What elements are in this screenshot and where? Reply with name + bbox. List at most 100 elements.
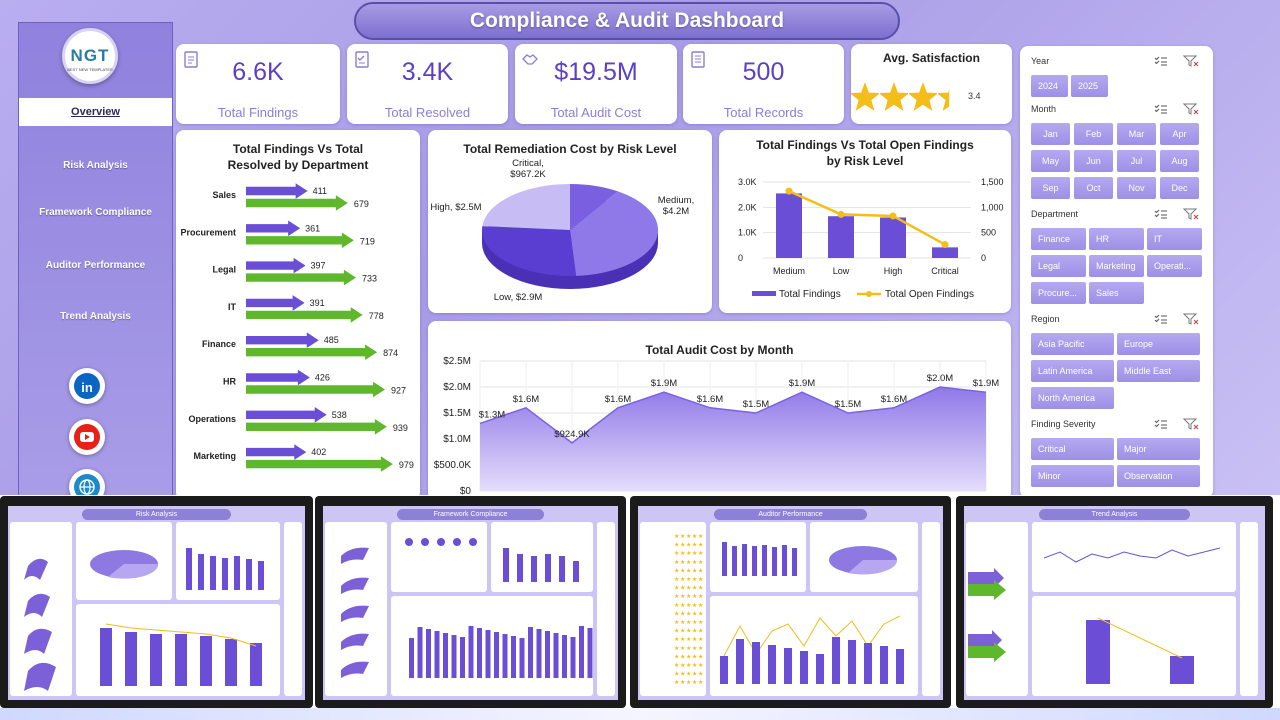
svg-text:★: ★ (686, 542, 691, 549)
clear-filter-icon[interactable] (1183, 103, 1199, 115)
data-label: 927 (391, 386, 406, 396)
clear-filter-icon[interactable] (1183, 313, 1199, 325)
svg-text:★: ★ (680, 610, 685, 617)
svg-text:★: ★ (686, 662, 691, 669)
slicer-item-finding-severity[interactable]: Observation (1117, 465, 1200, 487)
clipboard-icon (184, 51, 198, 68)
nav-framework-compliance[interactable]: Framework Compliance (39, 207, 152, 218)
findings-bar (932, 247, 958, 258)
slicer-item-department[interactable]: Sales (1089, 282, 1144, 304)
slicer-item-month[interactable]: May (1031, 150, 1070, 172)
findings-bar (246, 444, 307, 460)
svg-text:★: ★ (692, 559, 697, 566)
slicer-item-department[interactable]: Procure... (1031, 282, 1086, 304)
svg-text:★: ★ (680, 653, 685, 660)
y-tick-label: $2.0M (443, 382, 471, 393)
clear-filter-icon[interactable] (1183, 208, 1199, 220)
resolved-bar (246, 269, 356, 286)
slicer-item-month[interactable]: Dec (1160, 177, 1199, 199)
thumbnail-auditor-performance[interactable]: Auditor Performance ★ ★ ★ ★ ★ ★ ★ ★ ★ ★ ★ ★ ★ ★ ★ ★ ★ ★ ★ ★… (630, 496, 951, 708)
svg-text:★: ★ (686, 610, 691, 617)
logo-subtext: BEST NEW TEMPLATES (67, 67, 113, 72)
slicer-item-month[interactable]: Jul (1117, 150, 1156, 172)
kpi-value: 3.4K (401, 58, 454, 86)
logo: NGT BEST NEW TEMPLATES (62, 28, 118, 84)
slicer-item-region[interactable]: North America (1031, 387, 1114, 409)
resolved-bar (246, 381, 386, 398)
slicer-item-department[interactable]: Operati... (1147, 255, 1202, 277)
slicer-item-month[interactable]: Feb (1074, 123, 1113, 145)
kpi-value: 500 (742, 58, 785, 86)
svg-text:★: ★ (692, 550, 697, 557)
slicer-item-region[interactable]: Europe (1117, 333, 1200, 355)
slicer-item-finding-severity[interactable]: Minor (1031, 465, 1114, 487)
linkedin-icon[interactable]: in (69, 368, 105, 404)
svg-text:★: ★ (698, 550, 703, 557)
svg-text:★: ★ (674, 662, 679, 669)
thumbnail-trend-analysis[interactable]: Trend Analysis (956, 496, 1273, 708)
svg-text:★: ★ (686, 602, 691, 609)
chart-title: Total Findings Vs Total Open Findings by… (756, 138, 974, 168)
multi-select-icon[interactable] (1154, 209, 1168, 219)
kpi-card-total-audit-cost: $19.5M Total Audit Cost (515, 44, 677, 124)
slicer-item-region[interactable]: Middle East (1117, 360, 1200, 382)
thumbnail-title: Risk Analysis (82, 509, 231, 520)
open-findings-point (837, 210, 845, 218)
slicer-item-region[interactable]: Asia Pacific (1031, 333, 1114, 355)
sidebar: NGT BEST NEW TEMPLATES Overview Risk Ana… (18, 22, 173, 495)
nav-risk-analysis[interactable]: Risk Analysis (63, 160, 128, 171)
slicer-item-region[interactable]: Latin America (1031, 360, 1114, 382)
star-rating (851, 82, 950, 111)
svg-text:★: ★ (674, 602, 679, 609)
slicer-item-department[interactable]: HR (1089, 228, 1144, 250)
thumbnail-title: Auditor Performance (714, 509, 867, 520)
data-label: $1.6M (881, 394, 907, 405)
chart-findings-vs-resolved-dept: Total Findings Vs Total Resolved by Depa… (176, 130, 420, 495)
pie-slice (570, 184, 618, 230)
thumbnail-risk-analysis[interactable]: Risk Analysis (0, 496, 313, 708)
globe-icon[interactable] (69, 469, 105, 495)
document-icon (691, 51, 705, 68)
slicer-item-finding-severity[interactable]: Critical (1031, 438, 1114, 460)
svg-text:★: ★ (680, 585, 685, 592)
slicer-item-finding-severity[interactable]: Major (1117, 438, 1200, 460)
slicer-item-department[interactable]: Finance (1031, 228, 1086, 250)
slicer-item-month[interactable]: Sep (1031, 177, 1070, 199)
star-icon (938, 89, 950, 111)
checklist-icon (355, 51, 369, 68)
nav-auditor-performance[interactable]: Auditor Performance (45, 260, 146, 271)
svg-text:★: ★ (698, 576, 703, 583)
slicer-item-month[interactable]: Mar (1117, 123, 1156, 145)
kpi-card-total-records: 500 Total Records (683, 44, 844, 124)
clear-filter-icon[interactable] (1183, 55, 1199, 67)
multi-select-icon[interactable] (1154, 104, 1168, 114)
nav-trend-analysis[interactable]: Trend Analysis (60, 311, 131, 322)
slicer-item-department[interactable]: Legal (1031, 255, 1086, 277)
slicer-item-month[interactable]: Apr (1160, 123, 1199, 145)
svg-text:★: ★ (692, 542, 697, 549)
kpi-card-total-resolved: 3.4K Total Resolved (347, 44, 508, 124)
slicer-item-department[interactable]: Marketing (1089, 255, 1144, 277)
multi-select-icon[interactable] (1154, 419, 1168, 429)
nav-overview[interactable]: Overview (19, 98, 172, 126)
thumbnail-framework-compliance[interactable]: Framework Compliance (315, 496, 626, 708)
legend-label: Total Findings (779, 289, 841, 300)
clear-filter-icon[interactable] (1183, 418, 1199, 430)
risk-chart-svg: 0 1.0K 2.0K 3.0K 0 500 1,000 1,500 Medium Low High… (738, 177, 1004, 300)
svg-text:★: ★ (692, 533, 697, 540)
slicer-item-month[interactable]: Oct (1074, 177, 1113, 199)
slicer-item-year[interactable]: 2025 (1071, 75, 1108, 97)
slicer-item-month[interactable]: Jun (1074, 150, 1113, 172)
multi-select-icon[interactable] (1154, 56, 1168, 66)
slicer-item-department[interactable]: IT (1147, 228, 1202, 250)
youtube-icon[interactable] (69, 419, 105, 455)
findings-bar (880, 217, 906, 258)
slicer-item-month[interactable]: Nov (1117, 177, 1156, 199)
slicer-item-year[interactable]: 2024 (1031, 75, 1068, 97)
slicer-item-month[interactable]: Jan (1031, 123, 1070, 145)
y-tick-label: 3.0K (738, 177, 757, 187)
data-label: 361 (305, 223, 320, 233)
multi-select-icon[interactable] (1154, 314, 1168, 324)
y-tick-label: $2.5M (443, 356, 471, 367)
slicer-item-month[interactable]: Aug (1160, 150, 1199, 172)
